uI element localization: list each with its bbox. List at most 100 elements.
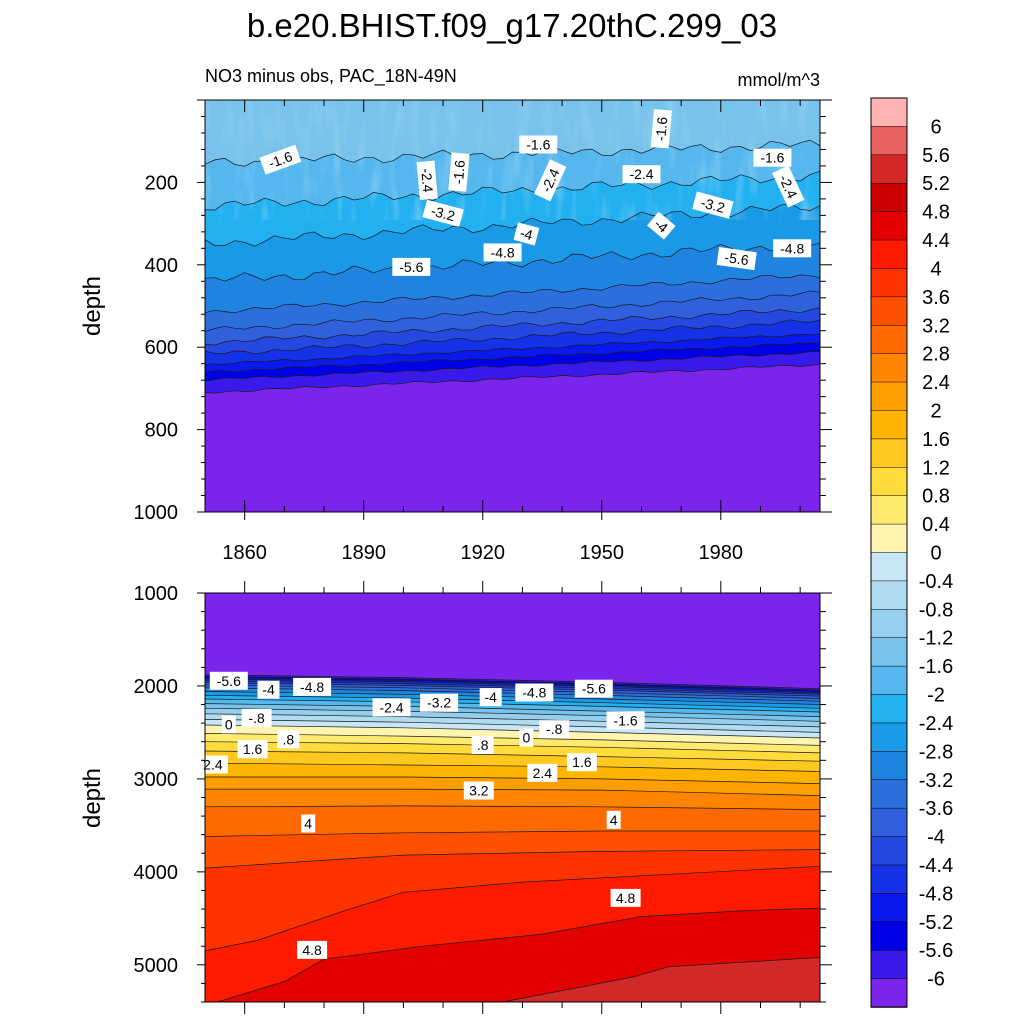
contour-line — [205, 719, 820, 733]
contour-label-box — [606, 711, 645, 730]
contour-label-text: -4.8 — [300, 679, 324, 695]
colorbar-swatch — [870, 779, 908, 809]
contour-label-text: 2.4 — [203, 757, 223, 773]
contour-label-box — [471, 736, 494, 754]
contour-label-text: 4 — [304, 816, 312, 832]
colorbar-swatch — [870, 893, 908, 923]
contour-line — [205, 274, 820, 314]
contour-label: -3.2 — [692, 191, 734, 219]
contour-line — [205, 674, 820, 690]
contour-label-box — [221, 715, 236, 734]
contour-label-box — [257, 680, 280, 699]
y-tick-label: 1000 — [134, 583, 179, 605]
colorbar-label: -5.2 — [919, 912, 953, 934]
contour-label: 0 — [221, 715, 236, 734]
x-tick-label: 1890 — [341, 542, 386, 564]
colorbar-label: 1.6 — [922, 429, 950, 451]
contour-label-box — [463, 781, 494, 800]
contour-label-box — [416, 160, 438, 201]
contour-label: 2.4 — [197, 755, 228, 774]
contour-label: 4.8 — [297, 940, 328, 959]
contour-line — [205, 750, 820, 762]
contour-label-box — [277, 730, 300, 749]
colorbar-swatch — [870, 665, 908, 696]
contour-label-text: -.8 — [546, 721, 563, 737]
colorbar-swatch — [870, 580, 908, 611]
contour-label: -5.6 — [392, 257, 431, 276]
y-tick-label: 2000 — [134, 676, 179, 698]
colorbar-swatch — [870, 353, 908, 383]
colorbar-swatch — [870, 325, 908, 355]
colorbar-swatch — [870, 467, 908, 497]
colorbar-swatch — [870, 864, 908, 895]
colorbar-swatch — [870, 495, 908, 525]
contour-label: -.8 — [241, 709, 272, 727]
contour-label-text: 4 — [610, 812, 618, 828]
contour-label-text: -1.6 — [450, 159, 468, 185]
contour-line — [205, 694, 820, 709]
colorbar-swatch — [870, 182, 908, 213]
colorbar-swatch — [870, 97, 908, 128]
contour-label-box — [566, 753, 597, 772]
contour-label-box — [650, 109, 672, 149]
contour-line — [205, 351, 820, 382]
top-y-axis-label: depth — [79, 276, 106, 336]
colorbar-label: 5.2 — [922, 173, 950, 195]
colorbar-label: -4 — [927, 827, 945, 849]
contour-label: -4.8 — [773, 239, 812, 258]
y-tick-label: 200 — [145, 172, 178, 194]
contour-line — [205, 788, 820, 796]
contour-label-text: .8 — [477, 737, 489, 753]
colorbar-label: 2.4 — [922, 372, 950, 394]
contour-label: -4.8 — [515, 683, 554, 702]
contour-label-box — [773, 239, 812, 258]
contour-label-text: -5.6 — [217, 673, 241, 689]
contour-line — [205, 805, 820, 810]
contour-label: .8 — [277, 730, 300, 749]
bottom-panel: -5.6 -4 -4.8 -2.4 -3.2 -4 -4.8 -5.6 -1.6 0 -.8 .8 1.… — [79, 581, 832, 1014]
contour-label-box — [448, 152, 470, 192]
y-tick-label: 600 — [145, 337, 178, 359]
colorbar-swatch — [870, 154, 908, 184]
colorbar-swatch — [870, 694, 908, 724]
colorbar-swatch — [870, 523, 908, 554]
colorbar-swatch — [870, 722, 908, 753]
contour-label-text: 1.6 — [243, 741, 263, 757]
contour-line — [205, 307, 820, 346]
contour-label-text: -3.2 — [427, 695, 451, 711]
colorbar-swatch — [870, 836, 908, 866]
colorbar-label: -3.6 — [919, 798, 953, 820]
colorbar-label: 0 — [930, 543, 941, 565]
contour-label: -2.4 — [622, 165, 661, 184]
contour-label: -4 — [479, 688, 502, 707]
contour-label: -5.6 — [574, 679, 613, 698]
contour-label-text: -2.4 — [418, 168, 436, 194]
colorbar-label: -3.2 — [919, 770, 953, 792]
contour-fill-region — [205, 957, 820, 1002]
colorbar-label: 2.8 — [922, 344, 950, 366]
y-tick-label: 1000 — [134, 502, 179, 524]
contour-label-box — [422, 199, 464, 227]
colorbar-label: 6 — [930, 116, 941, 138]
contour-label: 4.8 — [610, 888, 641, 907]
contour-label-text: 1.6 — [572, 754, 592, 770]
contour-label-text: -1.6 — [614, 712, 638, 728]
colorbar-swatch — [870, 978, 908, 1008]
y-tick-label: 400 — [145, 255, 178, 277]
contour-line — [215, 907, 820, 1002]
contour-label-box — [753, 148, 792, 167]
colorbar-label: -2.8 — [919, 741, 953, 763]
contour-line — [205, 762, 820, 772]
contour-label-text: -3.2 — [699, 194, 727, 216]
contour-label: -4.8 — [483, 243, 522, 262]
colorbar-swatch — [870, 949, 908, 980]
contour-label: -3.2 — [420, 693, 459, 712]
colorbar-label: -2.4 — [919, 713, 953, 735]
contour-label-box — [574, 679, 613, 698]
contour-label: -1.6 — [606, 711, 645, 730]
contour-line — [205, 319, 820, 355]
contour-line — [205, 170, 820, 211]
contour-label-text: 4.8 — [302, 942, 322, 958]
contour-label-box — [716, 247, 757, 271]
contour-label: -4 — [257, 680, 280, 699]
